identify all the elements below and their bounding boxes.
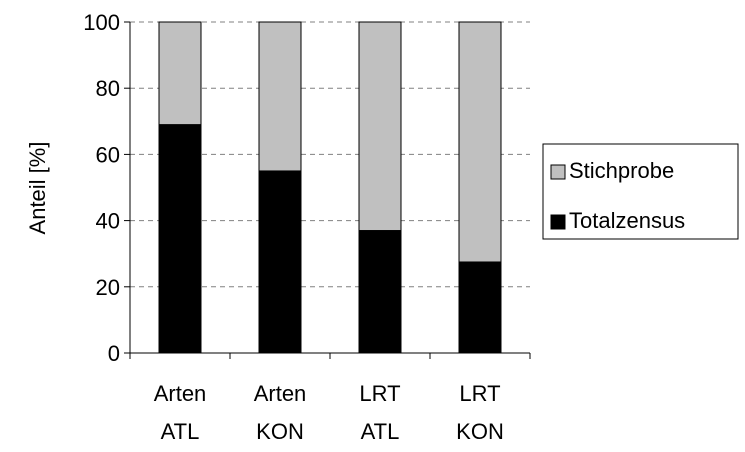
y-tick-label: 20 <box>96 275 120 300</box>
x-tick-label: Arten <box>254 381 307 406</box>
bar-segment-totalzensus <box>258 170 302 354</box>
x-tick-labels: Arten ATL Arten KON LRT ATL LRT KON <box>154 381 504 444</box>
legend-label-stichprobe: Stichprobe <box>569 158 674 183</box>
bar-segment-totalzensus <box>458 261 502 354</box>
legend-swatch-stichprobe <box>550 164 566 180</box>
bar-segment-stichprobe <box>158 21 202 126</box>
x-tick-label: LRT <box>359 381 400 406</box>
y-tick-labels: 0 20 40 60 80 100 <box>83 10 120 366</box>
x-tick-label: ATL <box>361 419 400 444</box>
x-tick-label: ATL <box>161 419 200 444</box>
y-tick-label: 100 <box>83 10 120 35</box>
y-tick-label: 0 <box>108 341 120 366</box>
y-tick-label: 40 <box>96 209 120 234</box>
bar-segment-stichprobe <box>458 21 502 263</box>
bar-segment-stichprobe <box>358 21 402 232</box>
legend-frame <box>542 143 739 240</box>
bar-segment-totalzensus <box>158 124 202 354</box>
legend-label-totalzensus: Totalzensus <box>569 208 685 233</box>
x-tick-label: LRT <box>459 381 500 406</box>
x-tick-label: KON <box>256 419 304 444</box>
bars <box>158 21 502 354</box>
y-axis-label: Anteil [%] <box>25 142 50 235</box>
bar-segment-totalzensus <box>358 230 402 354</box>
bar-segment-stichprobe <box>258 21 302 172</box>
legend: Stichprobe Totalzensus <box>542 143 739 240</box>
y-tick-label: 60 <box>96 142 120 167</box>
legend-items: Stichprobe Totalzensus <box>550 158 685 233</box>
x-tick-label: KON <box>456 419 504 444</box>
y-tick-label: 80 <box>96 76 120 101</box>
legend-swatch-totalzensus <box>550 214 566 230</box>
axes <box>124 21 531 359</box>
x-tick-label: Arten <box>154 381 207 406</box>
